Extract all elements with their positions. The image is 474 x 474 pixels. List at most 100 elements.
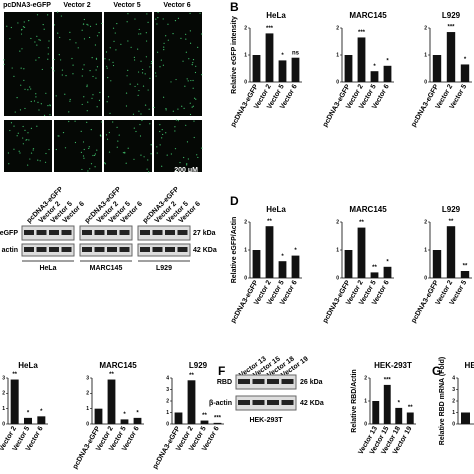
cell-dot	[108, 131, 110, 134]
cell-dot	[88, 146, 90, 148]
cell-dot	[135, 130, 137, 133]
cell-dot	[192, 105, 194, 107]
cell-dot	[186, 164, 188, 166]
cell-dot	[80, 130, 82, 132]
cell-dot	[180, 37, 182, 39]
y-tick-label: 2	[336, 219, 339, 225]
cell-dot	[55, 148, 57, 151]
cell-dot	[91, 97, 93, 99]
bar	[446, 32, 456, 82]
panel-letter: F	[218, 364, 225, 378]
cell-dot	[185, 51, 187, 53]
cell-dot	[156, 146, 158, 148]
cell-dot	[23, 79, 25, 81]
cell-dot	[86, 121, 88, 123]
significance: *	[386, 259, 389, 265]
cell-dot	[77, 47, 79, 49]
y-axis-label: Relative eGFP/Actin	[231, 217, 238, 284]
cell-dot	[83, 96, 85, 98]
bar	[406, 412, 414, 424]
y-tick-label: 0	[364, 421, 367, 427]
cell-dot	[138, 33, 140, 35]
cell-dot	[142, 85, 145, 87]
cell-dot	[133, 158, 135, 160]
micrograph	[154, 120, 202, 172]
cell-dot	[22, 143, 24, 145]
significance: *	[294, 248, 297, 254]
band	[107, 247, 117, 252]
column-header: pcDNA3-eGFP	[3, 2, 51, 9]
bar	[252, 55, 261, 82]
bar	[460, 271, 470, 278]
cell-dot	[100, 135, 102, 137]
cell-dot	[10, 26, 12, 29]
cell-dot	[134, 18, 136, 20]
cell-dot	[69, 100, 71, 102]
cell-dot	[86, 23, 88, 25]
cell-dot	[72, 64, 74, 66]
band	[140, 230, 150, 235]
cell-dot	[105, 51, 108, 53]
cell-dot	[58, 53, 60, 56]
cell-dot	[74, 120, 76, 122]
y-tick-label: 0	[244, 79, 247, 85]
cell-dot	[137, 83, 139, 85]
cell-dot	[156, 152, 158, 154]
cell-dot	[174, 126, 176, 128]
cell-dot	[92, 154, 94, 157]
y-tick-label: 1	[244, 52, 247, 58]
cell-dot	[94, 44, 97, 46]
cell-dot	[147, 89, 149, 91]
cell-dot	[26, 138, 28, 141]
significance: **	[449, 219, 454, 225]
cell-dot	[151, 61, 153, 63]
cell-dot	[199, 12, 201, 14]
micrograph	[104, 64, 152, 116]
band	[36, 230, 47, 235]
bar	[370, 272, 379, 278]
bar	[24, 417, 32, 424]
cell-dot	[185, 33, 187, 35]
column-header: Vector 5	[113, 2, 140, 9]
bar	[133, 417, 142, 424]
cell-dot	[29, 158, 31, 160]
bar	[344, 55, 353, 82]
cell-dot	[13, 75, 15, 77]
cell-dot	[96, 149, 98, 151]
significance: *	[464, 57, 467, 63]
cell-dot	[10, 122, 13, 124]
cell-dot	[89, 70, 91, 72]
cell-dot	[38, 109, 40, 111]
cell-dot	[9, 129, 11, 132]
cell-dot	[101, 121, 103, 123]
y-tick-label: 1	[424, 247, 427, 253]
cell-dot	[141, 72, 144, 74]
cell-dot	[96, 106, 98, 108]
cell-dot	[133, 56, 135, 58]
cell-dot	[195, 65, 197, 67]
cell-dot	[104, 163, 106, 165]
band	[267, 400, 279, 405]
cell-line: L929	[156, 265, 172, 272]
cell-dot	[145, 40, 148, 42]
cell-dot	[33, 100, 36, 102]
micrograph	[104, 12, 152, 64]
cell-dot	[11, 67, 13, 69]
cell-dot	[184, 85, 186, 87]
cell-dot	[95, 69, 97, 71]
cell-dot	[95, 77, 97, 79]
cell-dot	[19, 109, 22, 111]
cell-dot	[167, 39, 169, 41]
significance: *	[40, 409, 43, 415]
cell-dot	[159, 66, 161, 68]
cell-dot	[157, 11, 159, 14]
cell-dot	[49, 114, 51, 116]
cell-dot	[174, 20, 177, 22]
band	[165, 230, 175, 235]
cell-dot	[113, 40, 115, 42]
significance: **	[372, 265, 377, 271]
cell-dot	[96, 66, 99, 68]
band	[252, 400, 265, 405]
cell-dot	[23, 26, 26, 28]
